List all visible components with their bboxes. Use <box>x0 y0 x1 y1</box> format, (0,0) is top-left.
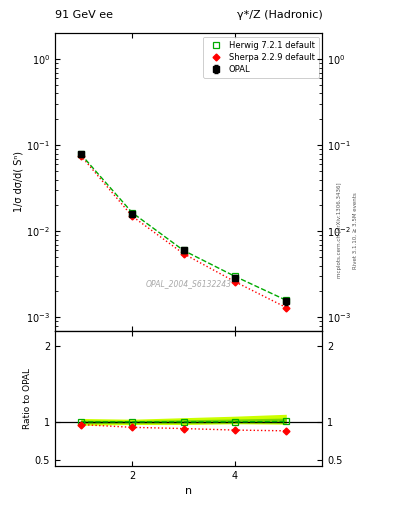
Herwig 7.2.1 default <box>284 297 288 304</box>
Sherpa 2.2.9 default <box>130 213 134 219</box>
Legend: Herwig 7.2.1 default, Sherpa 2.2.9 default, OPAL: Herwig 7.2.1 default, Sherpa 2.2.9 defau… <box>203 37 319 78</box>
Herwig 7.2.1 default <box>181 247 186 253</box>
X-axis label: n: n <box>185 486 192 496</box>
Herwig 7.2.1 default <box>130 209 134 216</box>
Herwig 7.2.1 default <box>233 273 237 280</box>
Sherpa 2.2.9 default <box>233 279 237 285</box>
Text: 91 GeV ee: 91 GeV ee <box>55 10 113 20</box>
Text: mcplots.cern.ch [arXiv:1306.3436]: mcplots.cern.ch [arXiv:1306.3436] <box>338 183 342 278</box>
Sherpa 2.2.9 default <box>78 153 83 159</box>
Text: Rivet 3.1.10, ≥ 3.5M events: Rivet 3.1.10, ≥ 3.5M events <box>353 192 358 269</box>
Line: Sherpa 2.2.9 default: Sherpa 2.2.9 default <box>78 153 289 310</box>
Herwig 7.2.1 default <box>78 151 83 157</box>
Line: Herwig 7.2.1 default: Herwig 7.2.1 default <box>78 151 289 303</box>
Y-axis label: 1/σ dσ/d( Sⁿ): 1/σ dσ/d( Sⁿ) <box>13 152 24 212</box>
Y-axis label: Ratio to OPAL: Ratio to OPAL <box>23 368 32 429</box>
Sherpa 2.2.9 default <box>284 305 288 311</box>
Text: γ*/Z (Hadronic): γ*/Z (Hadronic) <box>237 10 322 20</box>
Text: OPAL_2004_S6132243: OPAL_2004_S6132243 <box>146 279 231 288</box>
Sherpa 2.2.9 default <box>181 250 186 257</box>
